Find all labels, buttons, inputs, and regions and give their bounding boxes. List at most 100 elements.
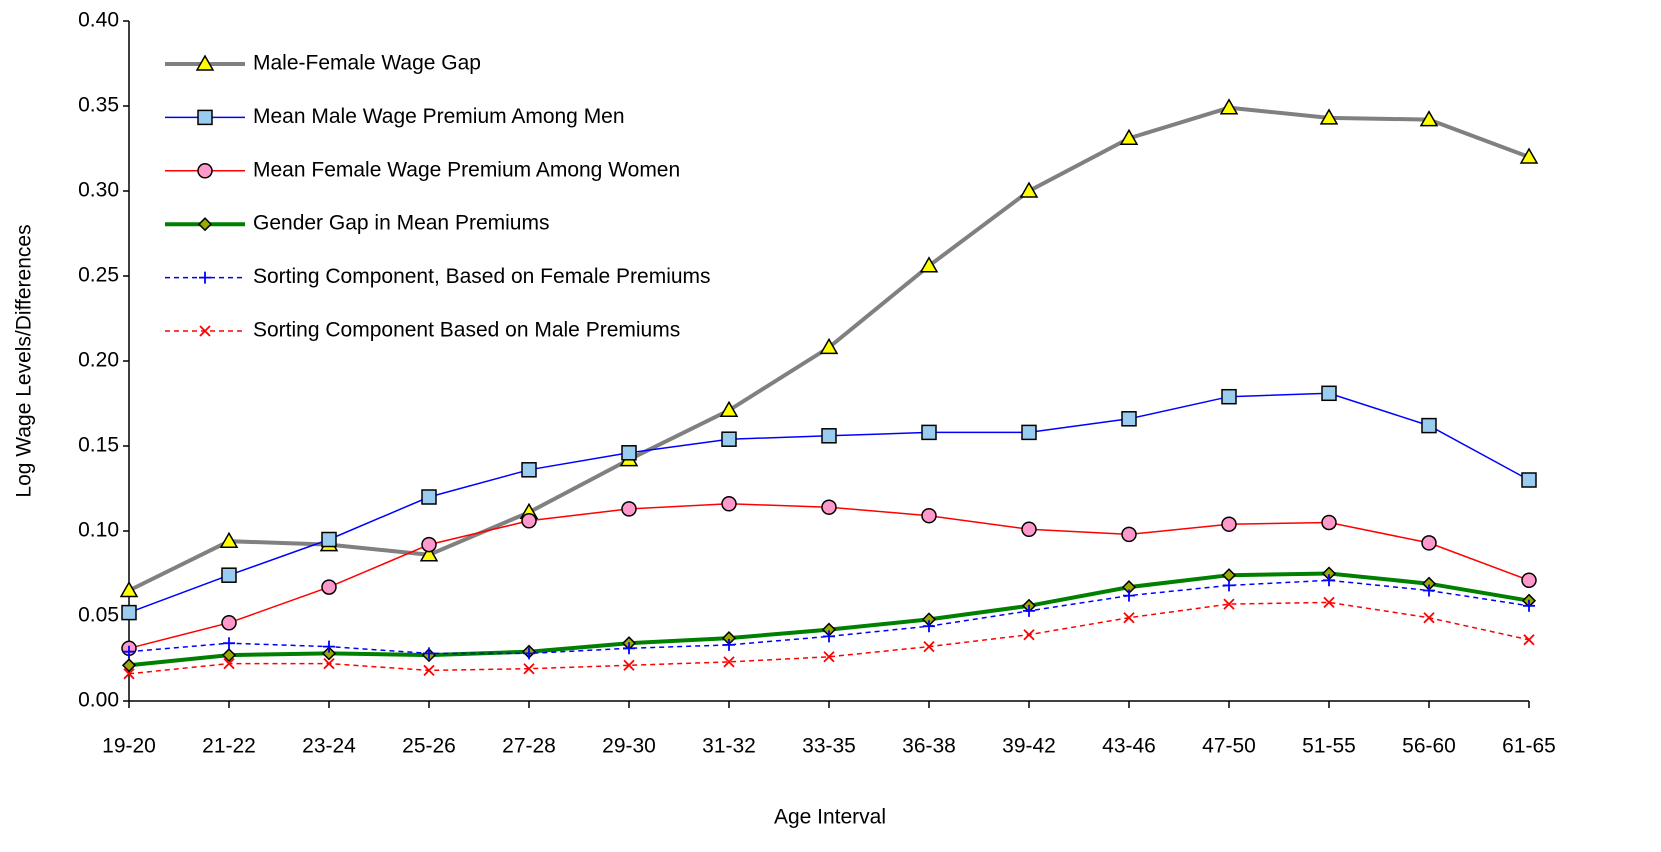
marker [1121, 411, 1137, 427]
x-tick-label: 56-60 [1402, 735, 1456, 758]
y-tick-label: 0.00 [78, 689, 119, 712]
marker [621, 445, 637, 461]
marker [719, 400, 739, 418]
y-tick-label: 0.05 [78, 604, 119, 627]
marker [123, 645, 135, 658]
marker [423, 647, 435, 660]
y-tick-label: 0.10 [78, 519, 119, 542]
marker [1523, 634, 1535, 646]
legend-label: Mean Female Wage Premium Among Women [253, 158, 680, 181]
marker [1221, 388, 1237, 405]
marker [421, 489, 437, 505]
marker [919, 256, 939, 273]
marker [197, 163, 213, 179]
marker [721, 496, 737, 512]
x-tick-label: 43-46 [1102, 735, 1156, 758]
x-tick-label: 25-26 [402, 735, 456, 758]
marker [623, 642, 635, 655]
marker [1321, 514, 1337, 531]
y-tick-label: 0.40 [78, 9, 119, 32]
marker [223, 637, 235, 650]
y-axis-label: Log Wage Levels/Differences [13, 224, 36, 497]
marker [197, 217, 213, 232]
marker [1319, 108, 1339, 125]
marker [421, 536, 437, 553]
marker [1121, 526, 1137, 543]
marker [121, 658, 137, 673]
marker [1323, 596, 1335, 609]
marker [523, 663, 535, 675]
marker [1323, 574, 1335, 587]
x-tick-label: 36-38 [902, 735, 956, 758]
x-tick-label: 27-28 [502, 735, 556, 758]
marker [1023, 604, 1035, 617]
marker [1419, 110, 1439, 127]
marker [1421, 417, 1437, 434]
marker [1119, 128, 1139, 146]
marker [1021, 424, 1037, 441]
marker [221, 567, 237, 583]
y-tick-label: 0.25 [78, 264, 119, 287]
y-tick-label: 0.30 [78, 179, 119, 202]
marker [1019, 181, 1039, 198]
marker [419, 545, 439, 562]
marker [721, 431, 737, 447]
marker [821, 499, 837, 515]
x-tick-label: 39-42 [1002, 735, 1056, 758]
legend-label: Male-Female Wage Gap [253, 52, 481, 75]
marker [823, 630, 835, 643]
marker [1023, 629, 1035, 641]
marker [199, 271, 211, 284]
marker [321, 579, 337, 595]
x-tick-label: 31-32 [702, 735, 756, 758]
marker [1321, 385, 1337, 402]
legend-label: Mean Male Wage Premium Among Men [253, 105, 625, 128]
marker [195, 54, 215, 71]
marker [623, 659, 635, 671]
marker [197, 109, 213, 126]
marker [223, 657, 235, 670]
marker [323, 657, 335, 670]
marker [1223, 579, 1235, 592]
marker [423, 664, 435, 677]
marker [1423, 612, 1435, 624]
marker [1123, 589, 1135, 602]
marker [1521, 572, 1537, 589]
marker [199, 325, 211, 337]
marker [723, 638, 735, 651]
legend-label: Sorting Component Based on Male Premiums [253, 319, 680, 342]
y-tick-label: 0.35 [78, 94, 119, 117]
x-tick-label: 19-20 [102, 735, 156, 758]
marker [521, 513, 537, 529]
marker [1521, 472, 1537, 488]
marker [921, 507, 937, 524]
marker [621, 501, 637, 517]
marker [819, 337, 839, 355]
x-tick-label: 29-30 [602, 735, 656, 758]
marker [1223, 598, 1235, 610]
marker [119, 580, 139, 598]
series-line [128, 571, 1530, 668]
marker [1221, 516, 1237, 532]
marker [821, 428, 837, 444]
x-tick-label: 23-24 [302, 735, 356, 758]
marker [823, 651, 835, 663]
x-tick-label: 33-35 [802, 735, 856, 758]
marker [523, 647, 535, 660]
marker [723, 656, 735, 668]
series-line [128, 579, 1530, 655]
marker [921, 424, 937, 441]
marker [221, 615, 237, 631]
series-line [128, 601, 1530, 675]
x-axis-label: Age Interval [774, 806, 886, 829]
marker [323, 640, 335, 653]
marker [1423, 584, 1435, 597]
x-tick-label: 51-55 [1302, 735, 1356, 758]
marker [321, 531, 337, 548]
x-tick-label: 47-50 [1202, 735, 1256, 758]
x-tick-label: 61-65 [1502, 735, 1556, 758]
legend-label: Gender Gap in Mean Premiums [253, 212, 549, 235]
legend-label: Sorting Component, Based on Female Premi… [253, 265, 711, 288]
marker [1519, 147, 1539, 164]
